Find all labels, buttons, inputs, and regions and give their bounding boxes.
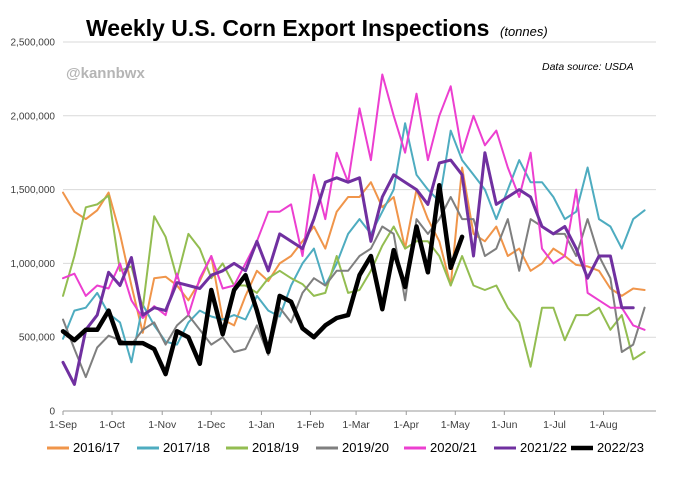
watermark: @kannbwx	[66, 65, 145, 82]
series-lines	[60, 73, 646, 386]
y-tick-label: 1,500,000	[11, 185, 56, 196]
legend-label: 2018/19	[252, 440, 299, 455]
chart-subtitle: (tonnes)	[500, 24, 548, 39]
series-line-2018-19	[62, 194, 646, 368]
x-tick-label: 1-Oct	[99, 419, 125, 431]
x-axis-ticks: 1-Sep 1-Oct 1-Nov 1-Dec 1-Jan 1-Feb 1-Mar 1-Apr…	[49, 411, 618, 431]
y-tick-label: 500,000	[19, 333, 56, 344]
x-tick-label: 1-May	[441, 419, 471, 431]
legend: 2016/17 2017/18 2018/19 2019/20 2020/21 2021/…	[47, 440, 644, 455]
y-axis-ticks: 0 500,000 1,000,000 1,500,000 2,000,000 2,500…	[11, 38, 56, 418]
series-line-2021-22	[61, 151, 635, 386]
data-source: Data source: USDA	[542, 61, 634, 73]
chart-title: Weekly U.S. Corn Export Inspections	[86, 15, 489, 41]
y-tick-label: 2,500,000	[11, 38, 56, 49]
legend-label: 2022/23	[597, 440, 644, 455]
y-tick-label: 2,000,000	[11, 111, 56, 122]
x-tick-label: 1-Jun	[491, 419, 517, 431]
legend-label: 2017/18	[163, 440, 210, 455]
legend-label: 2021/22	[520, 440, 567, 455]
x-tick-label: 1-Mar	[342, 419, 370, 431]
x-tick-label: 1-Dec	[197, 419, 225, 431]
x-tick-label: 1-Apr	[393, 419, 419, 431]
x-tick-label: 1-Aug	[590, 419, 618, 431]
x-tick-label: 1-Nov	[148, 419, 177, 431]
y-tick-label: 0	[49, 407, 55, 418]
x-tick-label: 1-Jan	[248, 419, 274, 431]
x-tick-label: 1-Jul	[543, 419, 566, 431]
x-tick-label: 1-Feb	[297, 419, 325, 431]
x-tick-label: 1-Sep	[49, 419, 77, 431]
series-line-2022-23	[60, 182, 465, 377]
legend-label: 2020/21	[430, 440, 477, 455]
legend-label: 2019/20	[342, 440, 389, 455]
y-tick-label: 1,000,000	[11, 259, 56, 270]
legend-label: 2016/17	[73, 440, 120, 455]
